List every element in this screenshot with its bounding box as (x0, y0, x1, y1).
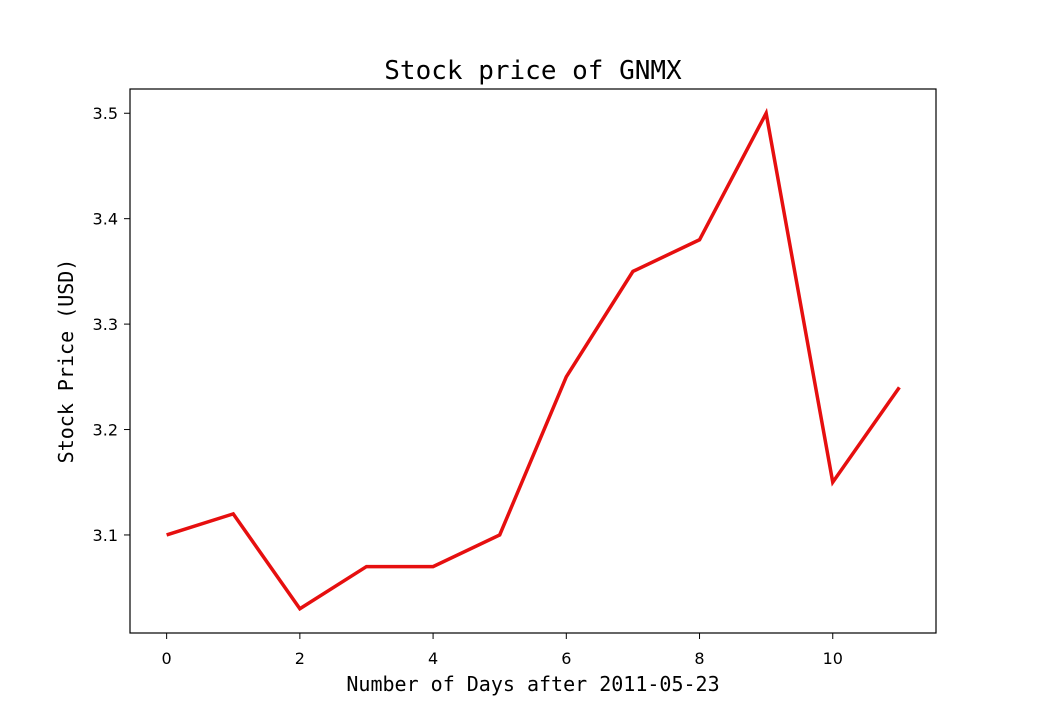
y-tick-label: 3.2 (93, 421, 118, 440)
x-axis: 0 2 4 6 8 10 (162, 633, 843, 668)
y-tick-label: 3.1 (93, 526, 118, 545)
x-tick-label: 10 (823, 649, 843, 668)
x-tick-label: 8 (694, 649, 704, 668)
y-axis: 3.1 3.2 3.3 3.4 3.5 (93, 104, 130, 545)
y-tick-label: 3.3 (93, 315, 118, 334)
plot-area-frame (129, 88, 937, 634)
chart-title: Stock price of GNMX (384, 56, 682, 86)
x-tick-label: 0 (162, 649, 172, 668)
series-layer (166, 107, 901, 612)
x-tick-label: 2 (295, 649, 305, 668)
y-tick-label: 3.4 (93, 210, 118, 229)
y-axis-label: Stock Price (USD) (54, 259, 78, 464)
x-axis-label: Number of Days after 2011-05-23 (346, 672, 719, 696)
series-line (166, 107, 901, 612)
x-tick-label: 4 (428, 649, 438, 668)
y-tick-label: 3.5 (93, 104, 118, 123)
x-tick-label: 6 (561, 649, 571, 668)
